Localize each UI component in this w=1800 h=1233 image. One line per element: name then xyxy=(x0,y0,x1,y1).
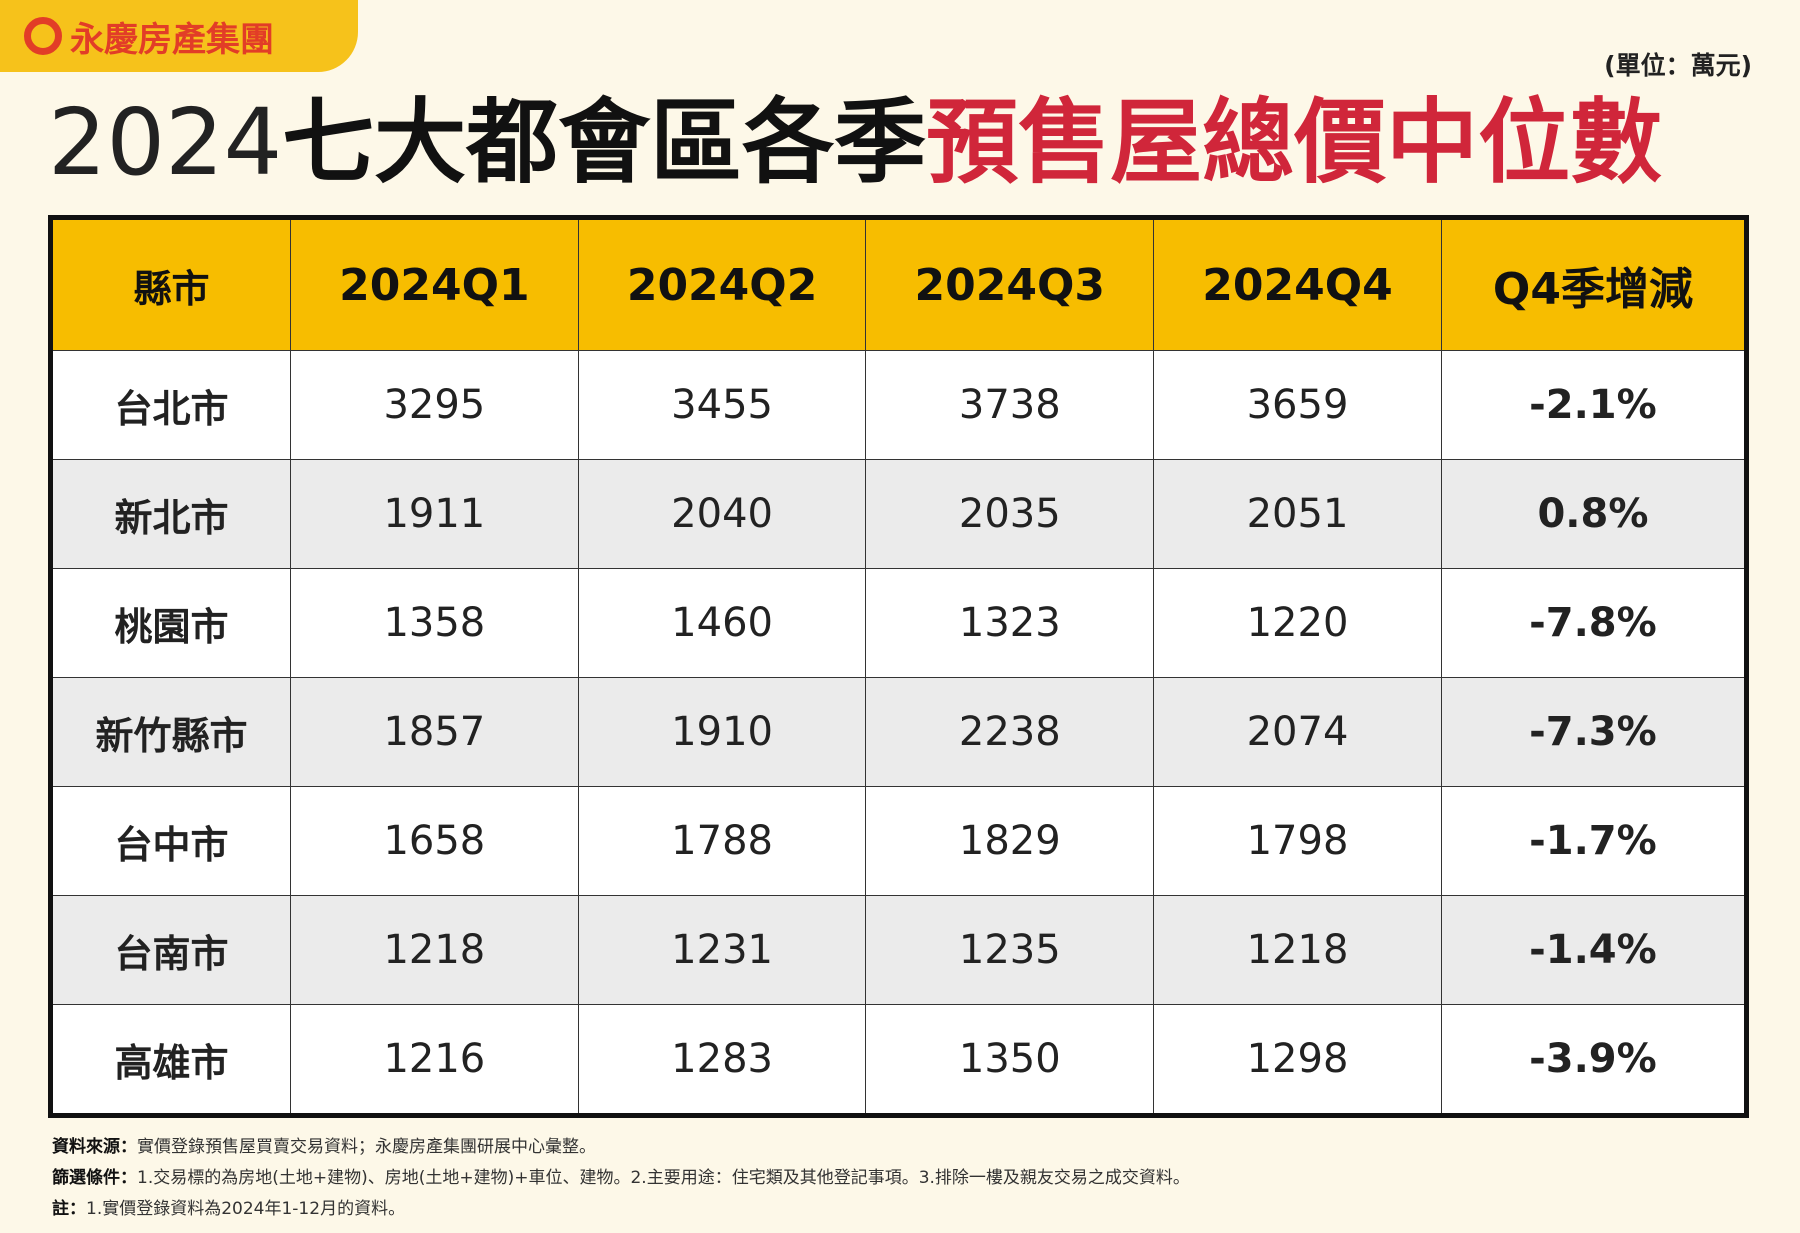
title-year: 2024 xyxy=(48,89,283,196)
table-row: 桃園市 1358 1460 1323 1220 -7.8% xyxy=(50,568,1748,678)
city-cell: 台北市 xyxy=(50,350,291,460)
value-cell: 1460 xyxy=(577,568,867,678)
value-cell: -7.3% xyxy=(1440,677,1748,787)
header-cell: 2024Q2 xyxy=(577,217,867,351)
value-cell: 1298 xyxy=(1153,1004,1442,1116)
footnote: 篩選條件：1.交易標的為房地(土地+建物)、房地(土地+建物)+車位、建物。2.… xyxy=(52,1163,1190,1188)
footnote-text: 實價登錄預售屋買賣交易資料；永慶房產集團研展中心彙整。 xyxy=(137,1137,596,1157)
value-cell: 1350 xyxy=(865,1004,1155,1116)
table-row: 新竹縣市 1857 1910 2238 2074 -7.3% xyxy=(50,677,1748,787)
value-cell: 1218 xyxy=(290,895,579,1005)
value-cell: 1911 xyxy=(290,459,579,569)
value-cell: 1235 xyxy=(865,895,1155,1005)
value-cell: 1358 xyxy=(290,568,579,678)
value-cell: 2040 xyxy=(577,459,867,569)
value-cell: 1857 xyxy=(290,677,579,787)
footnote-label: 資料來源： xyxy=(52,1137,137,1157)
table-row: 台南市 1218 1231 1235 1218 -1.4% xyxy=(50,895,1748,1005)
table-row: 高雄市 1216 1283 1350 1298 -3.9% xyxy=(50,1004,1748,1116)
value-cell: -1.7% xyxy=(1440,786,1748,896)
value-cell: 1231 xyxy=(577,895,867,1005)
table-row: 新北市 1911 2040 2035 2051 0.8% xyxy=(50,459,1748,569)
footnote: 註：1.實價登錄資料為2024年1-12月的資料。 xyxy=(52,1194,405,1219)
value-cell: 3659 xyxy=(1153,350,1442,460)
value-cell: 1829 xyxy=(865,786,1155,896)
city-cell: 台南市 xyxy=(50,895,291,1005)
title-highlight: 預售屋總價中位數 xyxy=(926,89,1663,196)
value-cell: 2035 xyxy=(865,459,1155,569)
value-cell: 0.8% xyxy=(1440,459,1748,569)
header-cell: Q4季增減 xyxy=(1440,217,1748,351)
header-row: 縣市 2024Q1 2024Q2 2024Q3 2024Q4 Q4季增減 xyxy=(50,217,1748,351)
value-cell: 2051 xyxy=(1153,459,1442,569)
city-cell: 新竹縣市 xyxy=(50,677,291,787)
value-cell: 1283 xyxy=(577,1004,867,1116)
table-row: 台中市 1658 1788 1829 1798 -1.7% xyxy=(50,786,1748,896)
footnote: 資料來源：實價登錄預售屋買賣交易資料；永慶房產集團研展中心彙整。 xyxy=(52,1132,596,1157)
value-cell: 2238 xyxy=(865,677,1155,787)
value-cell: 3738 xyxy=(865,350,1155,460)
table-row: 台北市 3295 3455 3738 3659 -2.1% xyxy=(50,350,1748,460)
value-cell: -3.9% xyxy=(1440,1004,1748,1116)
logo: 永慶房產集團 xyxy=(0,0,358,72)
value-cell: -7.8% xyxy=(1440,568,1748,678)
city-cell: 高雄市 xyxy=(50,1004,291,1116)
footnote-text: 1.交易標的為房地(土地+建物)、房地(土地+建物)+車位、建物。2.主要用途：… xyxy=(137,1168,1190,1188)
logo-icon xyxy=(24,17,62,55)
city-cell: 新北市 xyxy=(50,459,291,569)
value-cell: -1.4% xyxy=(1440,895,1748,1005)
footnote-label: 註： xyxy=(52,1199,86,1219)
value-cell: 1798 xyxy=(1153,786,1442,896)
title-main: 七大都會區各季 xyxy=(282,89,927,196)
price-table: 縣市 2024Q1 2024Q2 2024Q3 2024Q4 Q4季增減 台北市 3295 34… xyxy=(48,215,1749,1118)
footnote-text: 1.實價登錄資料為2024年1-12月的資料。 xyxy=(86,1199,406,1219)
value-cell: 1910 xyxy=(577,677,867,787)
value-cell: 1218 xyxy=(1153,895,1442,1005)
value-cell: 3455 xyxy=(577,350,867,460)
footnote-label: 篩選條件： xyxy=(52,1168,137,1188)
value-cell: 1788 xyxy=(577,786,867,896)
value-cell: 2074 xyxy=(1153,677,1442,787)
header-cell: 縣市 xyxy=(50,217,291,351)
city-cell: 台中市 xyxy=(50,786,291,896)
header-cell: 2024Q4 xyxy=(1153,217,1442,351)
value-cell: 1323 xyxy=(865,568,1155,678)
header-cell: 2024Q3 xyxy=(865,217,1155,351)
header-cell: 2024Q1 xyxy=(290,217,579,351)
value-cell: 1220 xyxy=(1153,568,1442,678)
value-cell: 3295 xyxy=(290,350,579,460)
value-cell: 1216 xyxy=(290,1004,579,1116)
city-cell: 桃園市 xyxy=(50,568,291,678)
value-cell: 1658 xyxy=(290,786,579,896)
logo-text: 永慶房產集團 xyxy=(70,19,274,60)
unit-note: (單位：萬元) xyxy=(1604,51,1752,80)
title: 2024七大都會區各季預售屋總價中位數 xyxy=(48,88,1662,198)
value-cell: -2.1% xyxy=(1440,350,1748,460)
